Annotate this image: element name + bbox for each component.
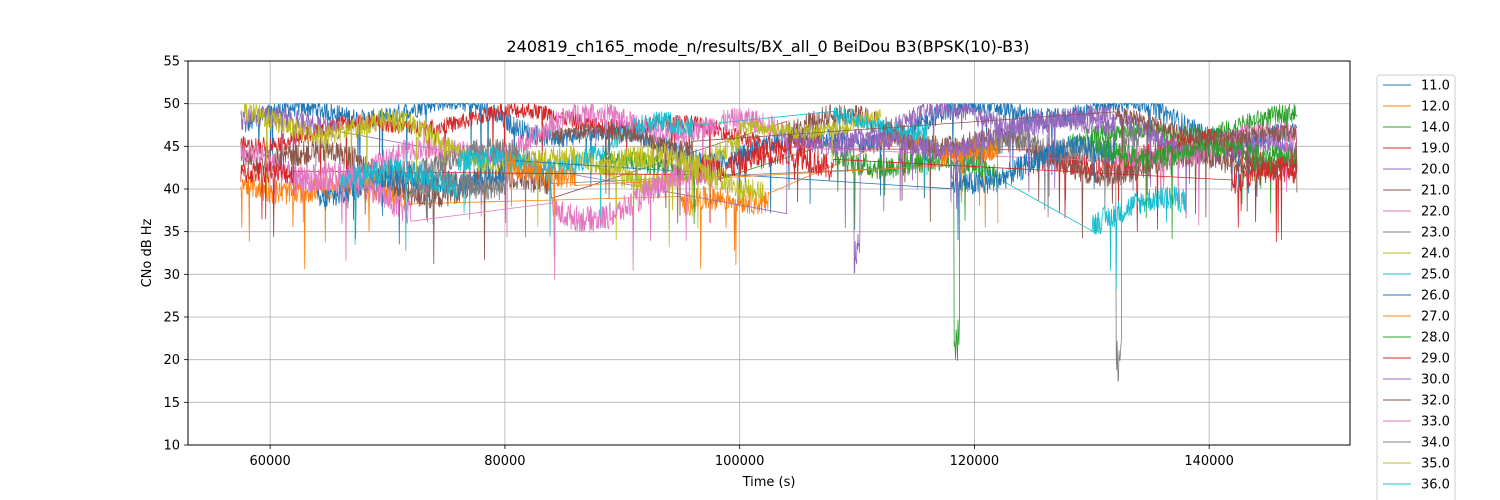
legend-label-33.0: 33.0 bbox=[1421, 415, 1450, 430]
y-axis-label: CNo dB Hz bbox=[140, 218, 155, 287]
x-tick-label-1: 80000 bbox=[484, 454, 525, 469]
series-line-27.0 bbox=[504, 138, 999, 257]
x-tick-label-4: 140000 bbox=[1184, 454, 1234, 469]
legend-label-27.0: 27.0 bbox=[1421, 310, 1450, 325]
legend-label-26.0: 26.0 bbox=[1421, 289, 1450, 304]
y-tick-label-9: 55 bbox=[163, 55, 180, 70]
legend-label-36.0: 36.0 bbox=[1421, 478, 1450, 493]
y-tick-label-1: 15 bbox=[163, 396, 180, 411]
legend-box bbox=[1376, 74, 1456, 500]
legend-label-32.0: 32.0 bbox=[1421, 394, 1450, 409]
legend-label-24.0: 24.0 bbox=[1421, 247, 1450, 262]
y-tick-label-2: 20 bbox=[163, 353, 180, 368]
series-line-28.0 bbox=[1091, 134, 1298, 239]
series-line-26.0 bbox=[316, 134, 1116, 245]
legend-label-23.0: 23.0 bbox=[1421, 226, 1450, 241]
series-line-36.0 bbox=[340, 157, 459, 251]
legend-label-20.0: 20.0 bbox=[1421, 163, 1450, 178]
legend: 11.0 12.0 14.0 19.0 20.0 21.0 22.0 23.0 24.0 25.0… bbox=[1376, 74, 1456, 500]
x-tick-label-2: 100000 bbox=[715, 454, 765, 469]
chart-title: 240819_ch165_mode_n/results/BX_all_0 Bei… bbox=[506, 37, 1029, 57]
y-tick-label-8: 50 bbox=[163, 97, 180, 112]
series-line-32.0 bbox=[551, 107, 1298, 224]
legend-label-29.0: 29.0 bbox=[1421, 352, 1450, 367]
x-tick-label-0: 60000 bbox=[249, 454, 290, 469]
series-layer bbox=[240, 102, 1298, 383]
y-tick-label-4: 30 bbox=[163, 268, 180, 283]
legend-label-34.0: 34.0 bbox=[1421, 436, 1450, 451]
x-axis-label: Time (s) bbox=[742, 475, 796, 490]
legend-label-35.0: 35.0 bbox=[1421, 457, 1450, 472]
series-line-34.0 bbox=[410, 169, 506, 219]
legend-label-19.0: 19.0 bbox=[1421, 142, 1450, 157]
y-tick-label-3: 25 bbox=[163, 311, 180, 326]
legend-label-11.0: 11.0 bbox=[1421, 79, 1450, 94]
y-tick-label-7: 45 bbox=[163, 140, 180, 155]
series-line-35.0 bbox=[598, 143, 764, 229]
legend-label-22.0: 22.0 bbox=[1421, 205, 1450, 220]
y-tick-label-0: 10 bbox=[163, 439, 180, 454]
legend-label-14.0: 14.0 bbox=[1421, 121, 1450, 136]
x-tick-label-3: 120000 bbox=[950, 454, 1000, 469]
series-line-11.0 bbox=[244, 102, 1298, 214]
series-line-33.0 bbox=[293, 160, 717, 280]
ticks: 60000 80000 100000 120000 140000 10 15 20 25 30 35… bbox=[163, 55, 1234, 470]
legend-label-25.0: 25.0 bbox=[1421, 268, 1450, 283]
y-tick-label-6: 40 bbox=[163, 183, 180, 198]
legend-label-21.0: 21.0 bbox=[1421, 184, 1450, 199]
legend-label-12.0: 12.0 bbox=[1421, 100, 1450, 115]
plot-frame bbox=[187, 60, 1351, 446]
y-tick-label-5: 35 bbox=[163, 225, 180, 240]
series-line-30.0 bbox=[833, 109, 1116, 209]
legend-label-28.0: 28.0 bbox=[1421, 331, 1450, 346]
legend-label-30.0: 30.0 bbox=[1421, 373, 1450, 388]
series-line-29.0 bbox=[240, 139, 1298, 243]
